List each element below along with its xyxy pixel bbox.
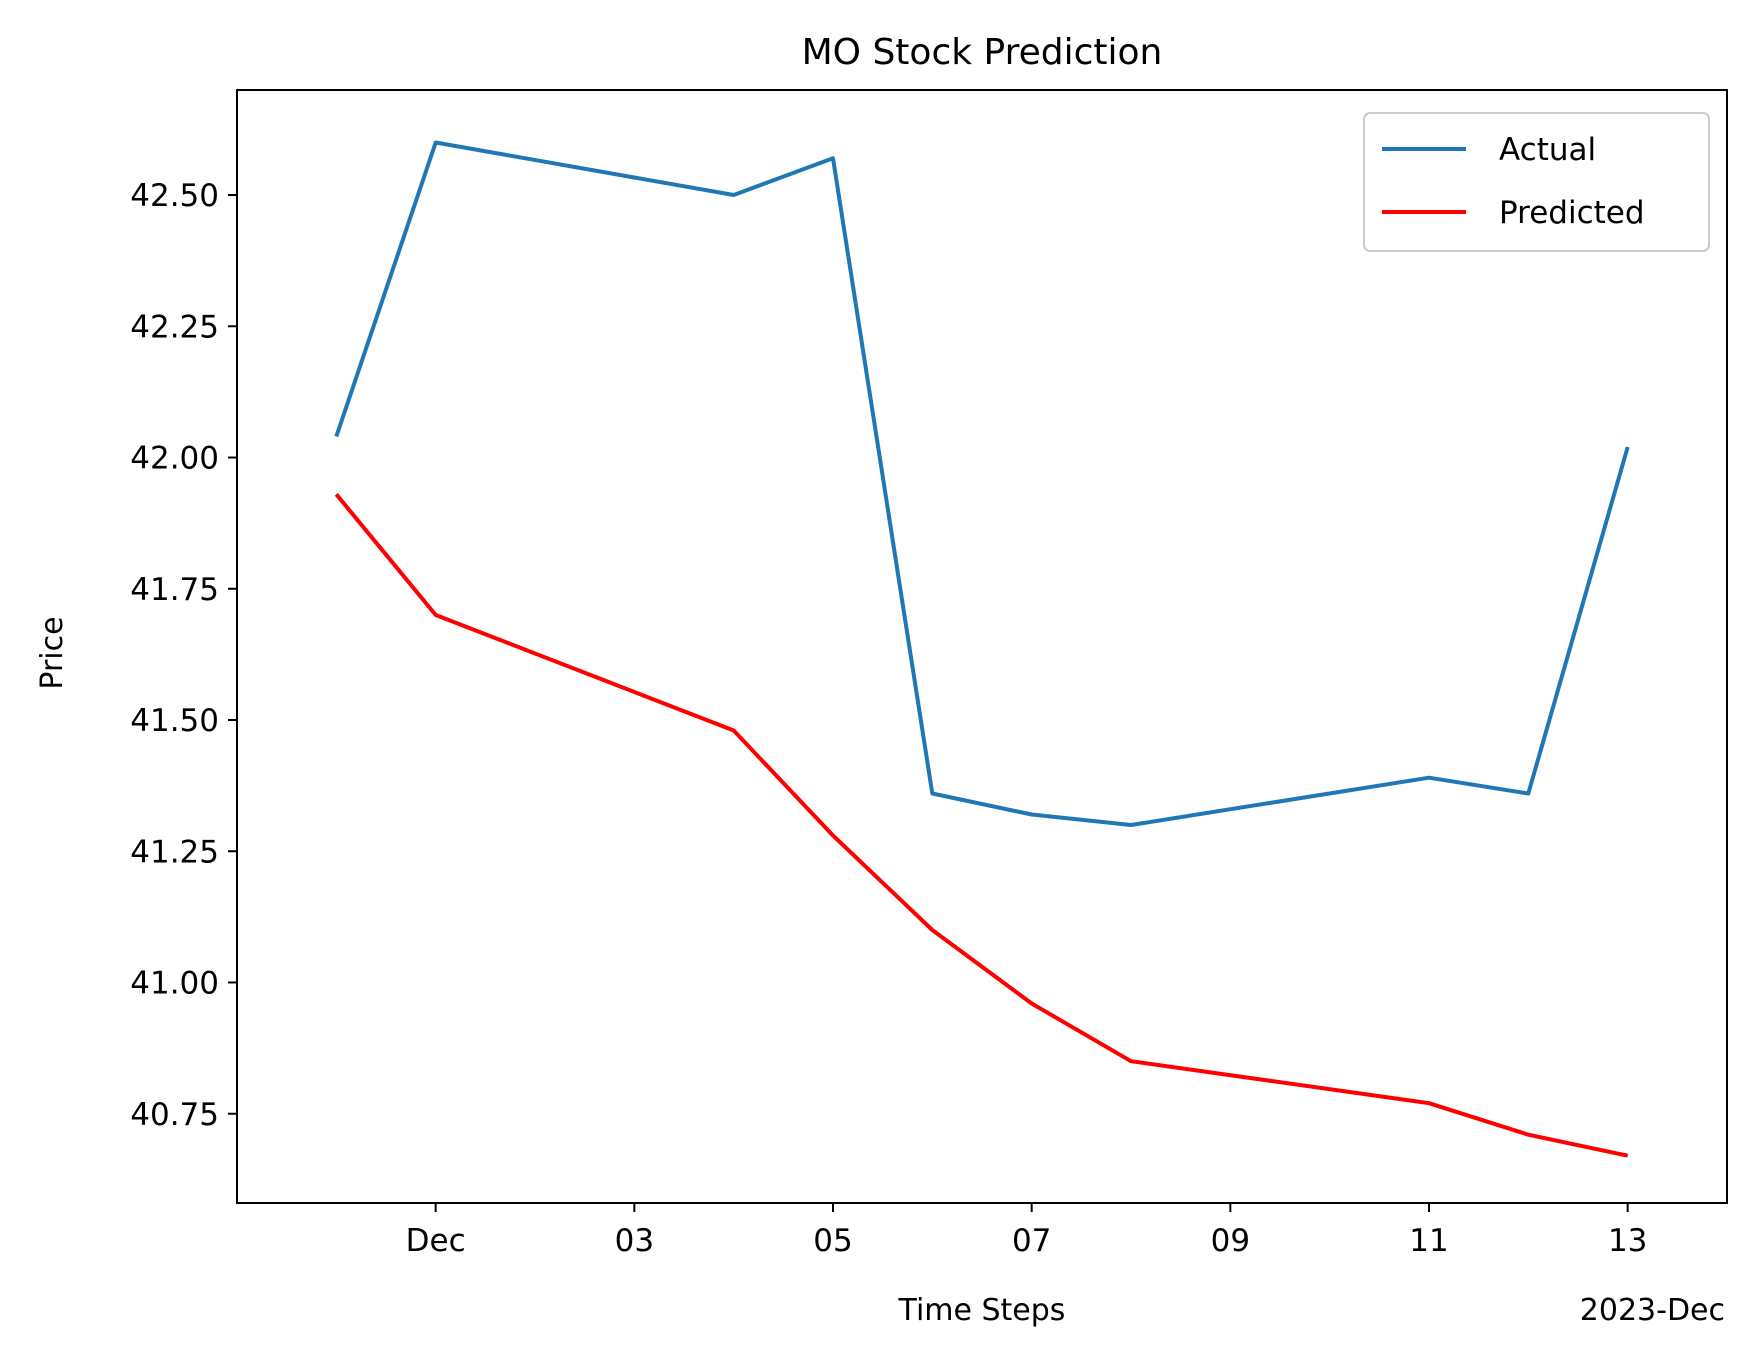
plot-area: 40.75 41.00 41.25 41.50 41.75 42.00 42.25 42.50… bbox=[130, 89, 1728, 1259]
axes-frame bbox=[236, 89, 1728, 1204]
y-tick-label: 41.00 bbox=[130, 966, 219, 1002]
x-tick-label: 05 bbox=[813, 1223, 852, 1259]
y-tick-label: 40.75 bbox=[130, 1097, 219, 1133]
legend-label-actual: Actual bbox=[1499, 132, 1596, 168]
y-tick-label: 42.00 bbox=[130, 441, 219, 477]
y-tick-label: 41.50 bbox=[130, 703, 219, 739]
x-tick-label: 07 bbox=[1012, 1223, 1051, 1259]
y-axis-label: Price bbox=[35, 616, 70, 689]
x-tick-label: 09 bbox=[1211, 1223, 1250, 1259]
legend: Actual Predicted bbox=[1363, 112, 1710, 252]
chart-title: MO Stock Prediction bbox=[802, 32, 1163, 73]
x-tick-label: 03 bbox=[615, 1223, 654, 1259]
x-offset-label: 2023-Dec bbox=[1580, 1293, 1725, 1328]
y-tick-label: 41.75 bbox=[130, 572, 219, 608]
series-line-predicted bbox=[334, 493, 1629, 1158]
series-line-actual bbox=[334, 140, 1630, 827]
x-tick-label: 11 bbox=[1409, 1223, 1448, 1259]
legend-label-predicted: Predicted bbox=[1499, 195, 1645, 231]
y-tick-label: 42.25 bbox=[130, 309, 219, 345]
x-tick-label: Dec bbox=[406, 1223, 466, 1259]
x-axis-label: Time Steps bbox=[898, 1293, 1066, 1328]
y-tick-label: 42.50 bbox=[130, 178, 219, 214]
x-tick-label: 13 bbox=[1608, 1223, 1647, 1259]
y-tick-label: 41.25 bbox=[130, 834, 219, 870]
